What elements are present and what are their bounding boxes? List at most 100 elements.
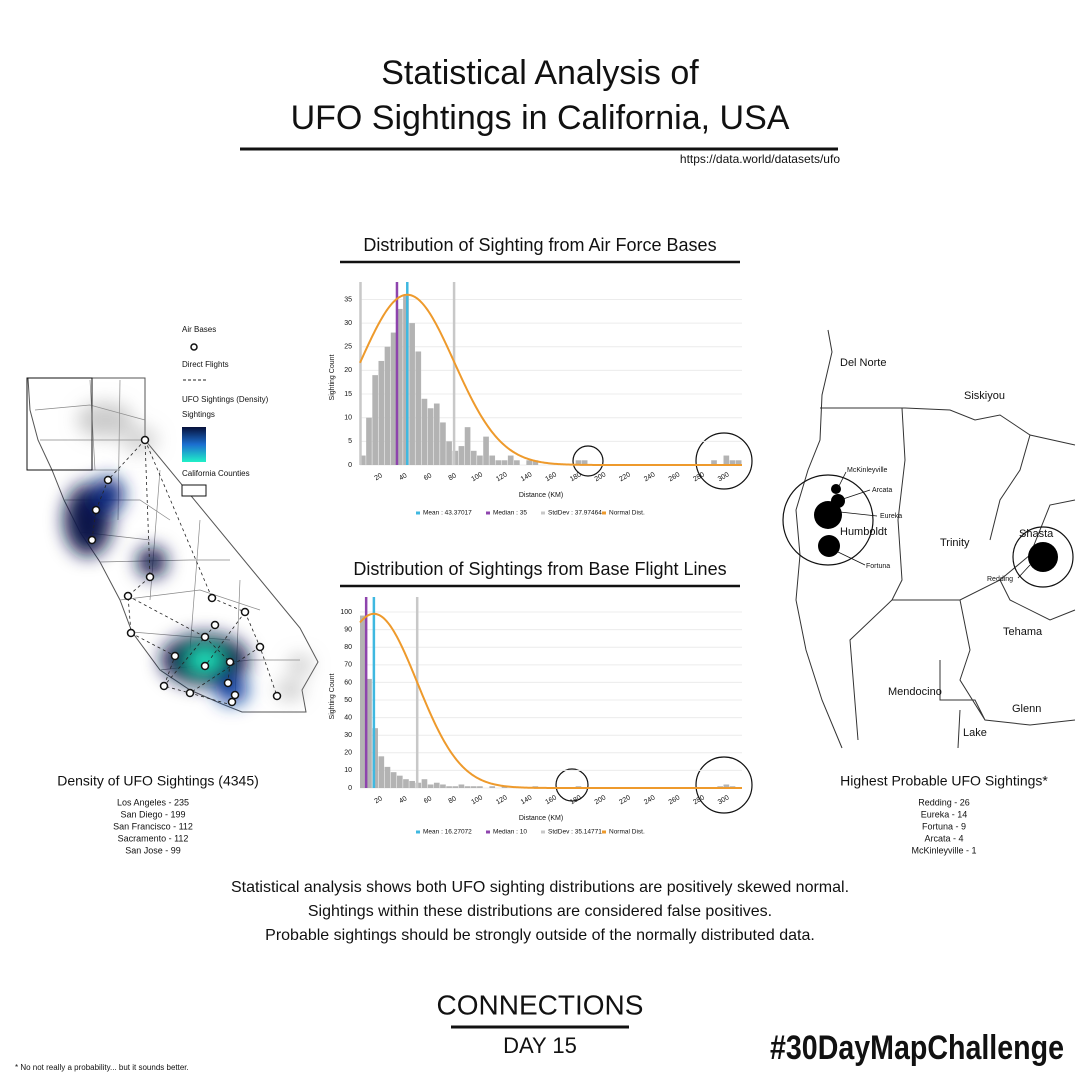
title-line: UFO Sightings in California, USA [291,99,790,137]
x-tick-label: 300 [717,794,731,806]
y-tick-label: 30 [344,732,352,739]
x-tick-label: 60 [423,795,433,805]
legend-label: Air Bases [182,325,216,334]
legend-gradient [182,427,206,462]
sighting-dot [1028,542,1058,572]
y-tick-label: 100 [340,609,352,616]
hashtag: #30DayMapChallenge [770,1029,1064,1067]
bar [483,436,489,465]
x-axis-label: Distance (KM) [519,492,563,499]
city-count: Fortuna - 9 [922,821,966,831]
bar [421,779,428,788]
y-axis-label: Sighting Count [329,354,336,400]
x-tick-label: 60 [423,472,433,482]
x-tick-label: 100 [470,794,484,806]
bar [532,460,539,465]
y-tick-label: 10 [344,767,352,774]
city-count: Arcata - 4 [924,833,963,843]
city-count: San Francisco - 112 [113,821,193,831]
legend-swatch [416,511,420,515]
x-tick-label: 240 [643,471,657,483]
density [64,402,312,704]
city-label: Fortuna [866,563,890,570]
y-tick-label: 60 [344,679,352,686]
bar [372,375,378,465]
county-label: Lake [963,727,987,739]
bar [477,786,483,788]
sighting-dot [814,501,842,529]
bar [378,756,385,788]
bar [427,408,434,465]
california-map: Air Bases Direct Flights UFO Sightings (… [26,325,319,713]
y-tick-label: 35 [344,296,352,303]
bar [403,294,409,465]
air-bases [87,435,282,707]
bar [526,460,533,465]
bar [440,784,446,788]
legend-label: Median : 35 [493,510,527,517]
bar [464,786,471,788]
city-count: San Jose - 99 [125,845,181,855]
x-tick-label: 120 [495,794,509,806]
city-count: Sacramento - 112 [118,833,189,843]
city-label: McKinleyville [847,467,888,474]
x-tick-label: 220 [618,794,632,806]
bar [729,460,736,465]
normal-curve [359,293,742,466]
city-label: Redding [987,576,1013,583]
bar [723,784,730,788]
x-tick-label: 260 [668,471,682,483]
legend-swatch [416,830,420,834]
x-tick-label: 180 [569,471,583,483]
bar [390,772,397,788]
legend-label: Median : 10 [493,829,527,836]
legend-swatch [486,511,490,515]
bar [581,460,588,465]
bar [501,460,508,465]
bar [495,460,502,465]
bar [514,460,520,465]
county-label: Siskiyou [964,390,1005,402]
city-label: Arcata [872,487,892,494]
legend-label: Sightings [182,410,215,419]
y-tick-label: 50 [344,697,352,704]
x-tick-label: 100 [470,471,484,483]
bar [396,308,403,465]
y-tick-label: 30 [344,320,352,327]
map-caption: Highest Probable UFO Sightings* [840,773,1048,789]
y-axis-label: Sighting Count [329,673,336,719]
legend-label: California Counties [182,469,250,478]
bar [409,780,415,788]
chart-title: Distribution of Sighting from Air Force … [363,235,716,255]
bar [384,346,391,465]
y-tick-label: 80 [344,644,352,651]
y-tick-label: 25 [344,344,352,351]
bar [396,775,403,788]
x-tick-label: 220 [618,471,632,483]
bar [470,450,477,465]
y-tick-label: 40 [344,714,352,721]
bar [378,360,385,465]
y-tick-label: 0 [348,462,352,469]
title-line: Statistical Analysis of [381,54,699,92]
x-tick-label: 40 [398,795,408,805]
outlier-rings [555,432,753,814]
summary-line: Statistical analysis shows both UFO sigh… [231,879,849,896]
y-tick-label: 70 [344,662,352,669]
source: https://data.world/datasets/ufo [680,152,840,166]
x-tick-label: 160 [544,471,558,483]
x-tick-label: 240 [643,794,657,806]
legend-label: Normal Dist. [609,829,645,836]
x-tick-label: 120 [495,471,509,483]
legend-label: Mean : 16.27072 [423,829,472,836]
probability-ring [782,474,874,566]
legend-label: Direct Flights [182,360,229,369]
footnote: * No not really a probability... but it … [15,1063,189,1072]
bar [415,351,422,465]
county-label: Del Norte [840,357,886,369]
city-count: San Diego - 199 [120,809,185,819]
bar [427,784,434,788]
bar [372,728,378,788]
city-count: Eureka - 14 [921,809,968,819]
